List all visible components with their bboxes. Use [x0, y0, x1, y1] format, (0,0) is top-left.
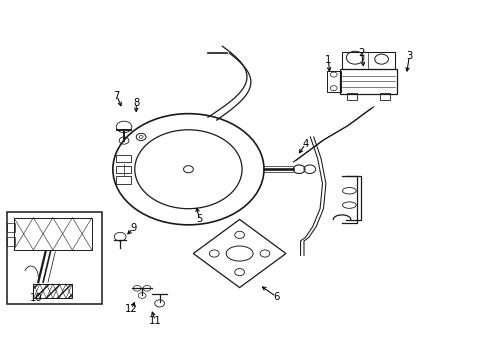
- Text: 9: 9: [130, 224, 136, 233]
- Bar: [341, 52, 394, 69]
- Text: 6: 6: [272, 292, 279, 302]
- Text: 3: 3: [406, 51, 411, 61]
- Bar: [116, 176, 131, 184]
- Bar: [6, 223, 15, 232]
- Text: 7: 7: [113, 91, 120, 101]
- Text: 5: 5: [196, 215, 203, 224]
- Bar: [339, 69, 396, 94]
- Bar: [379, 93, 389, 100]
- Circle shape: [183, 166, 193, 173]
- Bar: [6, 212, 102, 304]
- Text: 12: 12: [125, 304, 138, 314]
- Text: 11: 11: [148, 316, 162, 325]
- Bar: [14, 218, 92, 250]
- Text: 1: 1: [325, 55, 331, 65]
- Text: 8: 8: [133, 98, 139, 108]
- Text: 4: 4: [302, 139, 308, 149]
- Bar: [116, 166, 131, 173]
- Bar: [346, 93, 356, 100]
- Text: 2: 2: [358, 48, 364, 58]
- Bar: [116, 155, 131, 162]
- Bar: [33, 284, 72, 298]
- Bar: [6, 237, 15, 246]
- Text: 10: 10: [29, 293, 42, 303]
- Bar: [327, 71, 340, 92]
